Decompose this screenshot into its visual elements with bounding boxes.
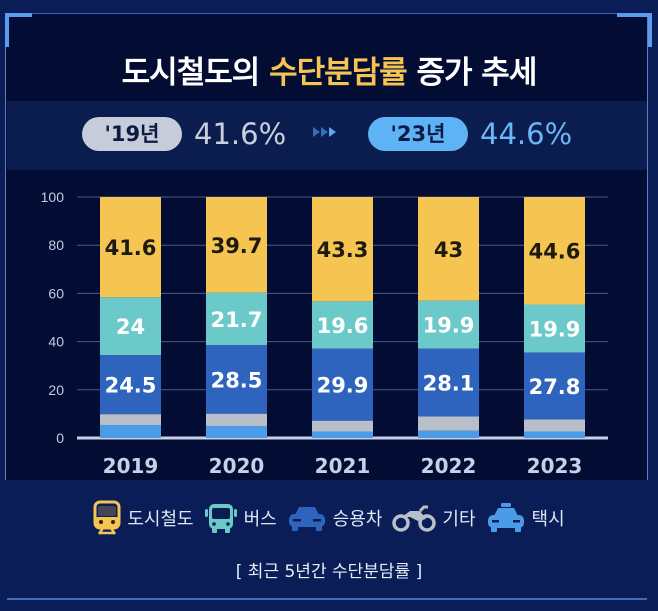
- legend-item-other: 기타: [392, 503, 476, 533]
- legend: 도시철도 버스 승용차 기타 택시: [0, 500, 658, 536]
- bar-segment-taxi: [312, 431, 373, 438]
- data-label: 27.8: [529, 375, 581, 399]
- bar-segment-taxi: [524, 431, 585, 438]
- data-label: 19.9: [423, 314, 475, 338]
- data-label: 21.7: [211, 308, 263, 332]
- train-icon: [93, 500, 121, 535]
- legend-item-taxi: 택시: [486, 502, 565, 534]
- legend-panel: [5, 480, 648, 600]
- data-label: 24: [116, 315, 145, 339]
- x-tick-label: 2023: [527, 454, 583, 478]
- bottom-divider: [7, 598, 647, 600]
- x-tick-label: 2019: [103, 454, 159, 478]
- x-tick-label: 2022: [421, 454, 477, 478]
- from-year-pill: '19년: [82, 117, 182, 151]
- bar-segment-other: [312, 420, 373, 432]
- legend-label: 기타: [442, 509, 476, 530]
- data-label: 43.3: [317, 238, 369, 262]
- legend-label: 택시: [531, 509, 565, 530]
- title-prefix: 도시철도의: [121, 55, 270, 91]
- bar-segment-other: [524, 419, 585, 432]
- to-value: 44.6%: [480, 117, 573, 151]
- bar-segment-urban_rail: [418, 197, 479, 301]
- data-label: 24.5: [105, 374, 157, 398]
- stacked-bar-chart: 0 20 40 60 80 100 24.5 24 41.6 2019 28.5 21.7 39.7 20…: [41, 189, 608, 478]
- bar-segment-urban_rail: [312, 197, 373, 302]
- chart-caption: [ 최근 5년간 수단분담률 ]: [235, 562, 423, 582]
- bar-segment-car: [100, 355, 161, 415]
- to-year-pill: '23년: [368, 117, 468, 151]
- bar-segment-car: [418, 348, 479, 417]
- from-value: 41.6%: [194, 117, 287, 151]
- bar-segment-taxi: [100, 424, 161, 438]
- legend-label: 승용차: [332, 509, 383, 530]
- data-label: 19.6: [317, 314, 369, 338]
- bar-segment-other: [206, 413, 267, 426]
- title-suffix: 증가 추세: [406, 55, 537, 91]
- y-tick-label: 100: [41, 189, 65, 205]
- bar-segment-car: [524, 352, 585, 420]
- data-label: 19.9: [529, 317, 581, 341]
- bar-segment-bus: [418, 300, 479, 349]
- y-tick-label: 60: [48, 285, 64, 301]
- car-icon: [288, 507, 325, 531]
- data-label: 28.5: [211, 368, 263, 392]
- y-tick-label: 20: [48, 382, 64, 398]
- triple-arrow-right-icon: [313, 127, 336, 137]
- x-tick-label: 2020: [209, 454, 265, 478]
- legend-label: 버스: [243, 509, 277, 530]
- motorcycle-icon: [392, 505, 437, 532]
- bar-segment-bus: [312, 301, 373, 349]
- bar-segment-bus: [524, 304, 585, 353]
- bar-segment-other: [418, 416, 479, 431]
- corner-bracket: [648, 13, 652, 47]
- bar-segment-urban_rail: [100, 197, 161, 298]
- data-label: 29.9: [317, 374, 369, 398]
- x-tick-label: 2021: [315, 454, 371, 478]
- corner-bracket: [617, 13, 652, 17]
- bar-segment-bus: [100, 297, 161, 356]
- y-tick-label: 40: [48, 334, 64, 350]
- bar-segment-urban_rail: [524, 197, 585, 305]
- bar-segment-other: [100, 414, 161, 425]
- page-title: 도시철도의 수단분담률 증가 추세: [0, 47, 658, 92]
- bar-segment-urban_rail: [206, 197, 267, 293]
- bar-segment-taxi: [206, 425, 267, 438]
- data-label: 41.6: [105, 236, 157, 260]
- bar-segment-taxi: [418, 430, 479, 438]
- data-label: 44.6: [529, 240, 581, 264]
- legend-item-car: 승용차: [287, 503, 383, 533]
- bar-segment-car: [312, 348, 373, 421]
- data-label: 28.1: [423, 371, 475, 395]
- title-highlight: 수단분담률: [269, 55, 408, 91]
- bar-segment-bus: [206, 292, 267, 345]
- corner-bracket: [5, 13, 32, 17]
- taxi-icon: [487, 503, 524, 532]
- legend-item-bus: 버스: [204, 501, 277, 535]
- data-label: 43: [434, 238, 463, 262]
- y-tick-label: 0: [56, 430, 64, 446]
- legend-item-urban-rail: 도시철도: [93, 500, 194, 536]
- bar-segment-car: [206, 344, 267, 414]
- bus-icon: [204, 504, 237, 533]
- data-label: 39.7: [211, 234, 263, 258]
- y-tick-label: 80: [48, 237, 64, 253]
- legend-label: 도시철도: [127, 509, 194, 530]
- corner-bracket: [5, 13, 9, 47]
